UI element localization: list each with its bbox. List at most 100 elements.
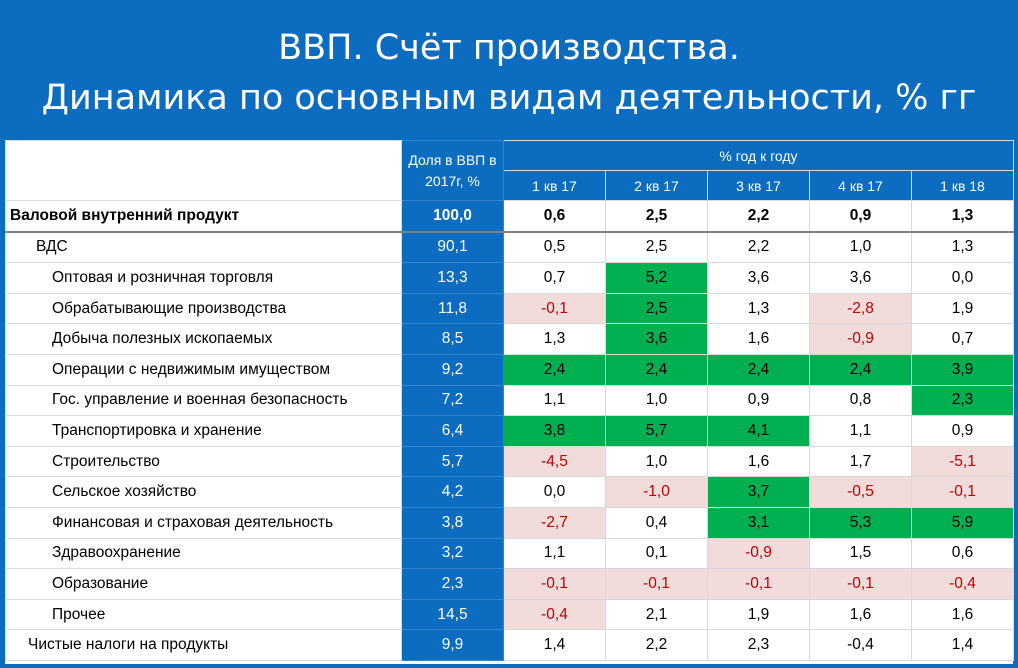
value-cell: 1,0: [605, 445, 708, 478]
value-cell: 1,3: [911, 231, 1014, 264]
value-cell: 0,6: [503, 199, 606, 233]
value-cell: -0,1: [809, 568, 912, 600]
row-label: Гос. управление и военная безопасность: [5, 384, 402, 417]
value-cell: 0,0: [503, 476, 606, 508]
value-cell: 1,4: [503, 629, 606, 661]
share-cell: 3,8: [401, 506, 504, 539]
value-cell: 1,9: [707, 598, 810, 631]
value-cell: -2,7: [503, 506, 606, 539]
value-cell: 0,5: [503, 231, 606, 264]
gdp-table: Доля в ВВП в 2017г, % % год к году 1 кв …: [5, 140, 1014, 661]
table-row: Прочее 14,5 -0,4 2,1 1,9 1,6 1,6: [5, 598, 1014, 631]
value-cell: 2,2: [605, 629, 708, 661]
value-cell: 1,1: [503, 384, 606, 417]
share-cell: 100,0: [401, 199, 504, 233]
value-cell: 3,9: [911, 353, 1014, 386]
title-line-2: Динамика по основным видам деятельности,…: [41, 78, 977, 118]
value-cell: 0,7: [911, 323, 1014, 355]
value-cell: 1,9: [911, 292, 1014, 325]
share-cell: 5,7: [401, 445, 504, 478]
yoy-group-header: % год к году: [503, 140, 1014, 171]
value-cell: 0,0: [911, 262, 1014, 294]
value-cell: 3,7: [707, 476, 810, 508]
value-cell: 1,6: [911, 598, 1014, 631]
value-cell: 1,6: [707, 323, 810, 355]
table-row: Операции с недвижимым имуществом 9,2 2,4 2,…: [5, 353, 1014, 386]
share-cell: 2,3: [401, 568, 504, 600]
value-cell: 1,4: [911, 629, 1014, 661]
table-body: Валовой внутренний продукт 100,0 0,6 2,5 2,2…: [5, 199, 1014, 661]
share-cell: 11,8: [401, 292, 504, 325]
value-cell: 0,8: [809, 384, 912, 417]
value-cell: 1,3: [911, 199, 1014, 233]
table-row: Гос. управление и военная безопасность 7,…: [5, 384, 1014, 417]
table-row: Строительство 5,7 -4,5 1,0 1,6 1,7 -5,1: [5, 445, 1014, 478]
value-cell: 1,6: [707, 445, 810, 478]
table-row: Оптовая и розничная торговля 13,3 0,7 5,2 3,…: [5, 262, 1014, 294]
quarter-header: 1 кв 18: [911, 170, 1014, 201]
row-label: ВДС: [5, 231, 402, 264]
value-cell: 1,5: [809, 537, 912, 570]
value-cell: 2,5: [605, 199, 708, 233]
value-cell: 1,6: [809, 598, 912, 631]
value-cell: 2,3: [707, 629, 810, 661]
value-cell: 5,3: [809, 506, 912, 539]
gdp-table-container: Доля в ВВП в 2017г, % % год к году 1 кв …: [5, 140, 1014, 664]
value-cell: 1,1: [503, 537, 606, 570]
value-cell: -0,4: [809, 629, 912, 661]
row-label: Финансовая и страховая деятельность: [5, 506, 402, 539]
value-cell: 0,9: [809, 199, 912, 233]
row-label: Сельское хозяйство: [5, 476, 402, 508]
value-cell: -0,1: [503, 568, 606, 600]
value-cell: -4,5: [503, 445, 606, 478]
slide-title: ВВП. Счёт производства. Динамика по осно…: [0, 0, 1018, 135]
value-cell: 2,4: [605, 353, 708, 386]
table-row: Обрабатывающие производства 11,8 -0,1 2,5 1,…: [5, 292, 1014, 325]
value-cell: 2,5: [605, 231, 708, 264]
row-label: Строительство: [5, 445, 402, 478]
title-line-1: ВВП. Счёт производства.: [278, 28, 740, 68]
value-cell: 1,1: [809, 415, 912, 447]
row-label: Чистые налоги на продукты: [5, 629, 402, 661]
row-label: Транспортировка и хранение: [5, 415, 402, 447]
value-cell: 1,3: [707, 292, 810, 325]
share-cell: 14,5: [401, 598, 504, 631]
quarter-header: 4 кв 17: [809, 170, 912, 201]
value-cell: 0,6: [911, 537, 1014, 570]
share-cell: 8,5: [401, 323, 504, 355]
table-row: Валовой внутренний продукт 100,0 0,6 2,5 2,2…: [5, 199, 1014, 233]
share-cell: 9,2: [401, 353, 504, 386]
value-cell: -0,4: [911, 568, 1014, 600]
row-label: Операции с недвижимым имуществом: [5, 353, 402, 386]
value-cell: -0,9: [809, 323, 912, 355]
value-cell: -0,9: [707, 537, 810, 570]
table-row: Добыча полезных ископаемых 8,5 1,3 3,6 1,6 -0…: [5, 323, 1014, 355]
value-cell: -5,1: [911, 445, 1014, 478]
value-cell: 2,2: [707, 231, 810, 264]
share-cell: 13,3: [401, 262, 504, 294]
value-cell: -0,5: [809, 476, 912, 508]
value-cell: 2,3: [911, 384, 1014, 417]
quarter-header-row: 1 кв 17 2 кв 17 3 кв 17 4 кв 17 1 кв 18: [6, 170, 1014, 201]
value-cell: 5,9: [911, 506, 1014, 539]
quarter-header: 2 кв 17: [605, 170, 708, 201]
share-cell: 3,2: [401, 537, 504, 570]
value-cell: 5,2: [605, 262, 708, 294]
value-cell: -0,1: [707, 568, 810, 600]
share-cell: 7,2: [401, 384, 504, 417]
row-label: Образование: [5, 568, 402, 600]
row-label: Оптовая и розничная торговля: [5, 262, 402, 294]
value-cell: 2,4: [707, 353, 810, 386]
table-row: Чистые налоги на продукты 9,9 1,4 2,2 2,3 -0,…: [5, 629, 1014, 661]
value-cell: 1,7: [809, 445, 912, 478]
share-cell: 9,9: [401, 629, 504, 661]
row-label: Добыча полезных ископаемых: [5, 323, 402, 355]
value-cell: 0,1: [605, 537, 708, 570]
value-cell: 5,7: [605, 415, 708, 447]
share-cell: 4,2: [401, 476, 504, 508]
value-cell: 1,0: [809, 231, 912, 264]
value-cell: 2,2: [707, 199, 810, 233]
corner-empty-cell: [5, 140, 402, 201]
value-cell: 1,0: [605, 384, 708, 417]
value-cell: 3,1: [707, 506, 810, 539]
